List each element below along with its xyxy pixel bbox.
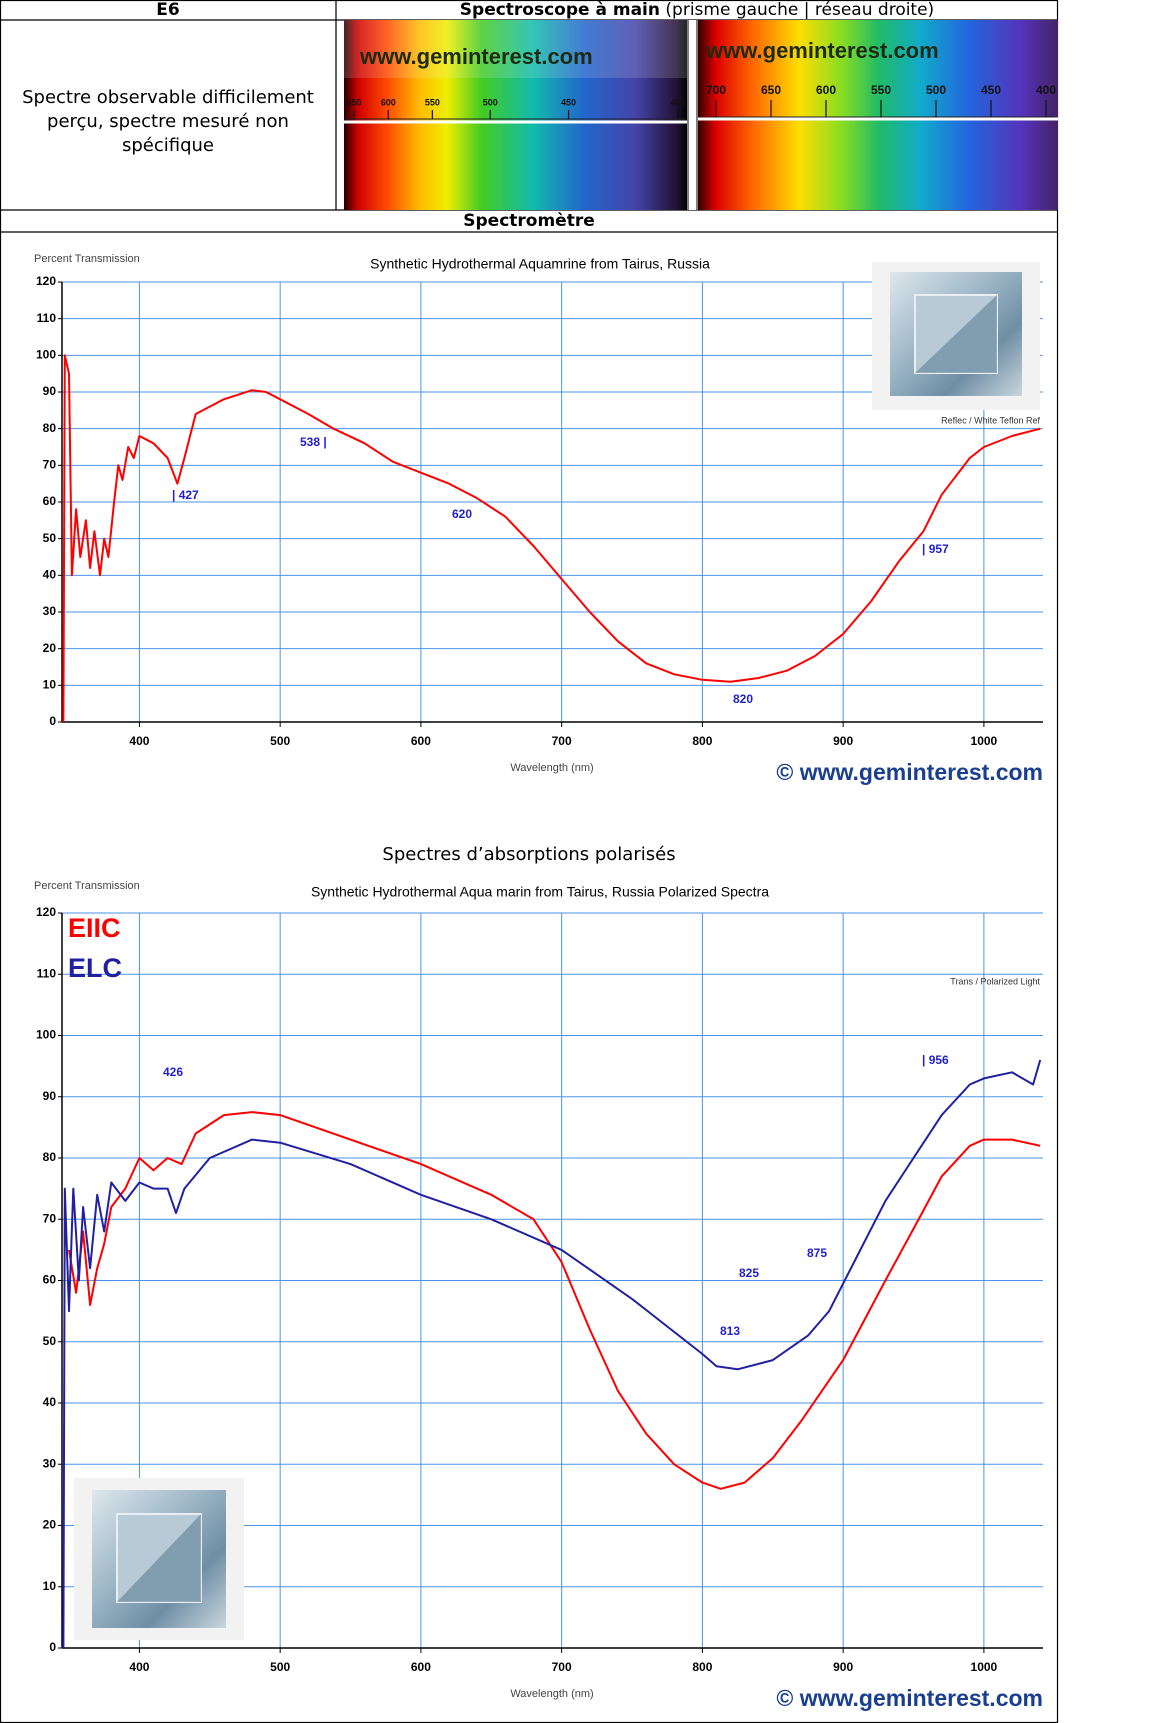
legend-entry: ELC [68, 953, 122, 983]
y-tick-label: 80 [43, 421, 57, 435]
y-axis-label: Percent Transmission [34, 253, 140, 265]
y-tick-label: 60 [43, 494, 57, 508]
y-tick-label: 50 [43, 1334, 57, 1348]
spectrum-watermark: www.geminterest.com [359, 44, 593, 69]
chart-watermark: © www.geminterest.com [776, 759, 1043, 785]
y-tick-label: 80 [43, 1150, 57, 1164]
section-title: Spectromètre [0, 210, 1058, 232]
annotation: | 957 [922, 542, 949, 556]
gem-photo [74, 1478, 244, 1640]
y-tick-label: 70 [43, 1211, 57, 1225]
header-cell: Spectroscope à main (prisme gauche | rés… [336, 0, 1058, 20]
header-cell: E6 [0, 0, 336, 20]
spectrum-scale-label: 600 [381, 97, 396, 107]
description: Spectre observable difficilement perçu, … [20, 86, 316, 158]
y-axis-label: Percent Transmission [34, 880, 140, 892]
x-tick-label: 600 [411, 1660, 431, 1674]
chart-note: Trans / Polarized Light [950, 976, 1040, 986]
y-tick-label: 90 [43, 384, 57, 398]
y-tick-label: 110 [37, 966, 57, 980]
y-tick-label: 30 [43, 604, 57, 618]
x-tick-label: 700 [552, 1660, 572, 1674]
y-tick-label: 60 [43, 1273, 57, 1287]
annotation: | 427 [172, 488, 199, 502]
y-tick-label: 10 [43, 678, 57, 692]
spectrum-watermark: www.geminterest.com [705, 38, 939, 63]
legend-entry: EIIC [68, 913, 121, 943]
spectrum-scale-label: 600 [816, 83, 836, 97]
annotation: 875 [807, 1246, 827, 1260]
spectrum-scale-label: 500 [483, 97, 498, 107]
y-tick-label: 90 [43, 1089, 57, 1103]
x-tick-label: 500 [270, 1660, 290, 1674]
y-tick-label: 0 [49, 714, 56, 728]
spectrum-scale-label: 650 [346, 97, 361, 107]
y-tick-label: 120 [36, 274, 56, 288]
y-tick-label: 40 [43, 1395, 57, 1409]
y-tick-label: 100 [36, 1028, 56, 1042]
y-tick-label: 40 [43, 568, 57, 582]
y-tick-label: 30 [43, 1456, 57, 1470]
y-tick-label: 50 [43, 531, 57, 545]
chart-watermark: © www.geminterest.com [776, 1685, 1043, 1711]
x-axis-label: Wavelength (nm) [510, 1688, 593, 1700]
x-tick-label: 800 [692, 1660, 712, 1674]
annotation: 820 [733, 692, 753, 706]
header-title: Spectroscope à main [460, 0, 660, 20]
page: www.geminterest.com650600550500450400www… [0, 0, 1161, 1723]
spectrum-scale-label: 700 [706, 83, 726, 97]
y-tick-label: 10 [43, 1579, 57, 1593]
x-tick-label: 700 [552, 734, 572, 748]
chart-title: Synthetic Hydrothermal Aquamrine from Ta… [370, 256, 710, 272]
y-tick-label: 20 [43, 1518, 57, 1532]
chart-note: Reflec / White Teflon Ref [941, 415, 1040, 425]
x-tick-label: 400 [129, 734, 149, 748]
annotation: 538 | [300, 435, 327, 449]
polarized-heading: Spectres d’absorptions polarisés [0, 843, 1058, 867]
x-tick-label: 500 [270, 734, 290, 748]
x-tick-label: 600 [411, 734, 431, 748]
y-tick-label: 20 [43, 641, 57, 655]
y-tick-label: 110 [37, 311, 57, 325]
spectrum-scale-label: 550 [871, 83, 891, 97]
x-tick-label: 1000 [971, 1660, 998, 1674]
spectrum-scale-label: 400 [670, 97, 685, 107]
y-tick-label: 120 [36, 905, 56, 919]
annotation: 426 [163, 1065, 183, 1079]
x-axis-label: Wavelength (nm) [510, 762, 593, 774]
spectrum-scale-label: 500 [926, 83, 946, 97]
x-tick-label: 900 [833, 1660, 853, 1674]
y-tick-label: 0 [49, 1640, 56, 1654]
annotation: | 956 [922, 1053, 949, 1067]
chart-title: Synthetic Hydrothermal Aqua marin from T… [311, 884, 769, 900]
annotation: 620 [452, 507, 472, 521]
gem-photo [872, 262, 1040, 410]
spectrum-scale-label: 550 [425, 97, 440, 107]
y-tick-label: 100 [36, 348, 56, 362]
x-tick-label: 1000 [971, 734, 998, 748]
x-tick-label: 900 [833, 734, 853, 748]
annotation: 813 [720, 1324, 740, 1338]
x-tick-label: 400 [129, 1660, 149, 1674]
spectrum-scale-label: 400 [1036, 83, 1056, 97]
y-tick-label: 70 [43, 458, 57, 472]
x-tick-label: 800 [692, 734, 712, 748]
spectrum-scale-label: 450 [561, 97, 576, 107]
spectrum-scale-label: 450 [981, 83, 1001, 97]
spectrum-scale-label: 650 [761, 83, 781, 97]
header-note: (prisme gauche | réseau droite) [665, 0, 934, 20]
annotation: 825 [739, 1266, 759, 1280]
